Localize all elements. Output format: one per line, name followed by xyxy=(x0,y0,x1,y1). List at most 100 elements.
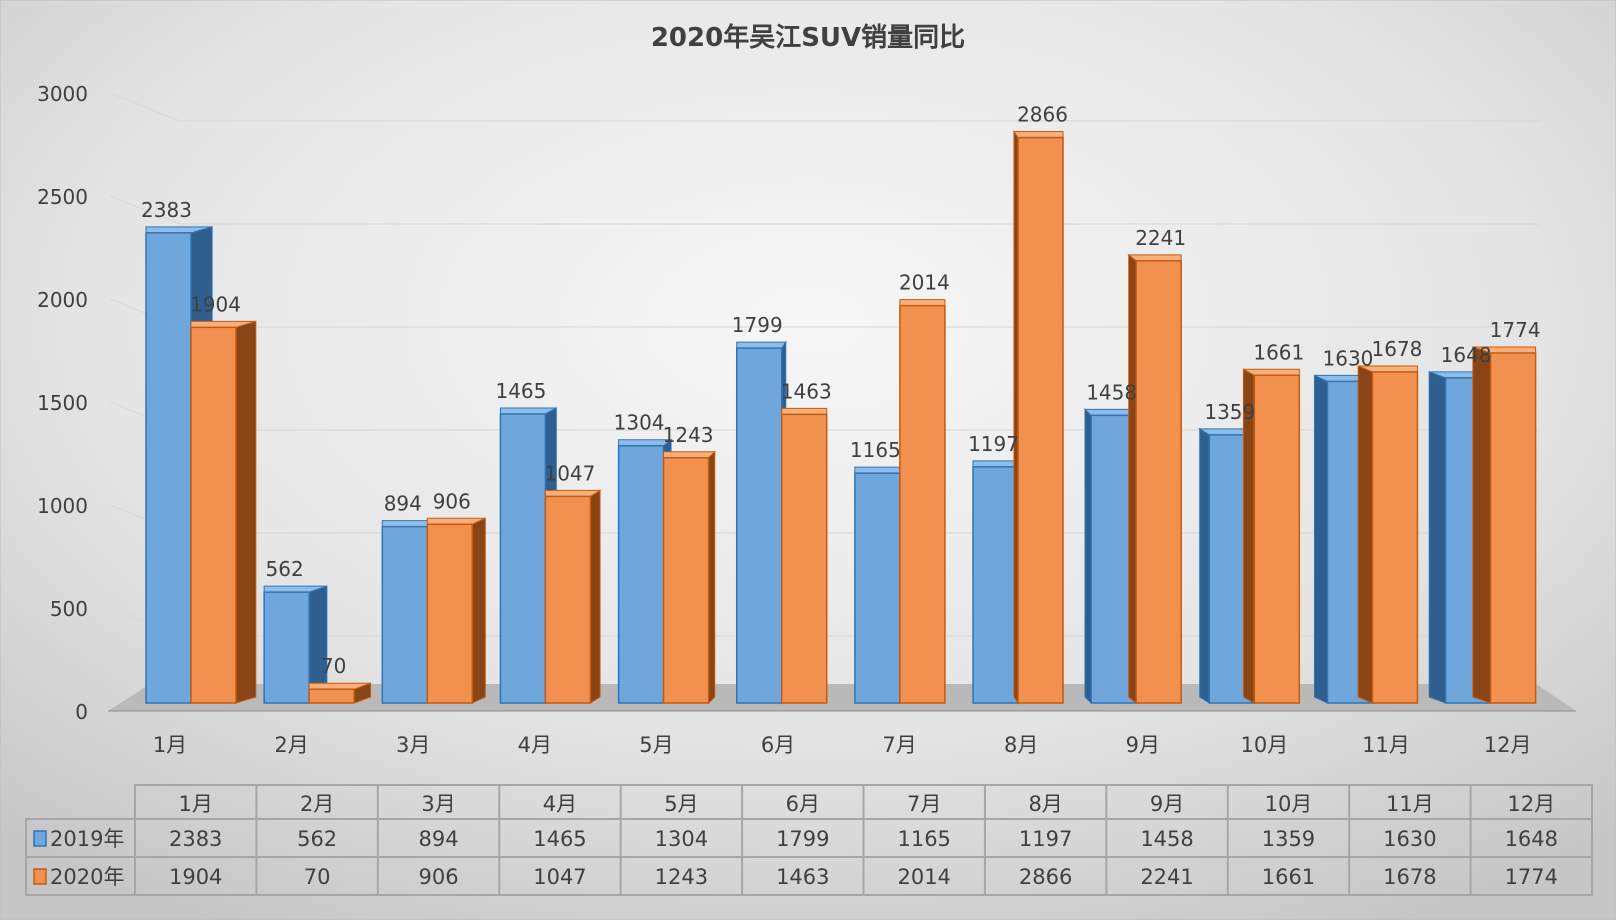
y-tick-label: 2000 xyxy=(37,288,88,312)
data-table-cell: 894 xyxy=(418,827,458,851)
bar-2020年-2月 xyxy=(308,682,372,704)
data-label: 2383 xyxy=(141,198,192,222)
chart-title: 2020年吴江SUV销量同比 xyxy=(651,22,965,53)
bar-front-face xyxy=(735,347,783,704)
data-label: 562 xyxy=(266,557,304,581)
data-label: 1304 xyxy=(614,411,665,435)
data-table-header: 6月 xyxy=(786,792,820,816)
x-tick-label: 4月 xyxy=(518,733,552,757)
data-label: 2866 xyxy=(1017,103,1068,127)
bar-top-face xyxy=(663,451,716,459)
bar-front-face xyxy=(145,232,192,704)
legend-key-2020年-icon xyxy=(33,868,47,885)
data-table-cell: 1047 xyxy=(533,865,586,889)
bar-top-face xyxy=(854,466,901,474)
data-label: 2014 xyxy=(899,271,950,295)
bar-side-face xyxy=(1357,365,1373,704)
bar-side-face xyxy=(235,320,257,704)
bar-top-face xyxy=(736,341,787,349)
data-label: 1630 xyxy=(1323,346,1374,370)
bar-top-face xyxy=(1127,254,1182,262)
data-table-header: 7月 xyxy=(907,792,941,816)
bar-2020年-10月 xyxy=(1242,368,1301,704)
bar-2019年-8月 xyxy=(972,460,1019,704)
data-table-cell: 1630 xyxy=(1383,827,1436,851)
bar-2020年-1月 xyxy=(190,320,257,704)
gridline-diag xyxy=(109,195,181,225)
y-tick-label: 1500 xyxy=(37,391,88,415)
bar-front-face xyxy=(617,444,665,704)
bar-2020年-6月 xyxy=(780,407,828,704)
data-table-cell: 1197 xyxy=(1019,827,1072,851)
bar-front-face xyxy=(499,413,547,704)
data-table-header: 12月 xyxy=(1507,792,1555,816)
data-table-header: 1月 xyxy=(179,792,213,816)
x-tick-label: 11月 xyxy=(1362,733,1410,757)
data-label: 1458 xyxy=(1086,380,1137,404)
bar-2020年-8月 xyxy=(1013,129,1064,705)
data-label: 1678 xyxy=(1372,337,1423,361)
bar-side-face xyxy=(1428,371,1447,704)
gridline-diag xyxy=(109,92,181,122)
data-table-cell: 1465 xyxy=(533,827,586,851)
bar-2019年-2月 xyxy=(263,585,328,704)
bar-front-face xyxy=(780,413,828,704)
data-label: 70 xyxy=(321,654,346,678)
bar-2020年-5月 xyxy=(662,450,716,705)
bar-front-face xyxy=(1489,352,1537,704)
bar-front-face xyxy=(308,688,355,704)
data-label: 1197 xyxy=(968,432,1019,456)
bar-2020年-11月 xyxy=(1357,365,1419,704)
bar-2019年-7月 xyxy=(854,466,901,704)
bar-top-face xyxy=(899,299,946,307)
data-label: 1165 xyxy=(850,438,901,462)
x-tick-label: 7月 xyxy=(882,733,916,757)
data-table-cell: 2014 xyxy=(897,865,950,889)
data-table-cell: 1648 xyxy=(1505,827,1558,851)
bar-side-face xyxy=(708,450,716,705)
data-table-cell: 1304 xyxy=(655,827,708,851)
data-label: 1243 xyxy=(663,423,714,447)
data-table-header: 10月 xyxy=(1265,792,1313,816)
bar-top-face xyxy=(972,460,1019,468)
data-table-cell: 70 xyxy=(304,865,331,889)
x-tick-label: 5月 xyxy=(639,733,673,757)
data-table-cell: 1165 xyxy=(897,827,950,851)
x-tick-label: 1月 xyxy=(153,733,187,757)
data-table-header: 8月 xyxy=(1028,792,1062,816)
bar-front-face xyxy=(1017,136,1064,704)
bar-front-face xyxy=(854,472,901,704)
bar-2019年-6月 xyxy=(735,340,787,705)
data-label: 894 xyxy=(384,492,422,516)
x-tick-label: 12月 xyxy=(1484,733,1532,757)
data-table-header: 11月 xyxy=(1386,792,1434,816)
y-tick-label: 2500 xyxy=(37,185,88,209)
data-table-header: 4月 xyxy=(543,792,577,816)
data-table-series-label: 2019年 xyxy=(50,827,124,851)
data-table-series-label: 2020年 xyxy=(50,865,124,889)
bar-2020年-3月 xyxy=(426,517,486,704)
y-tick-label: 500 xyxy=(50,597,88,621)
data-table-cell: 906 xyxy=(418,865,458,889)
data-label: 1047 xyxy=(544,461,595,485)
data-label: 1661 xyxy=(1253,340,1304,364)
y-tick-label: 3000 xyxy=(37,82,88,106)
data-label: 1799 xyxy=(732,313,783,337)
data-table-cell: 562 xyxy=(297,827,337,851)
bar-front-face xyxy=(263,591,310,704)
y-tick-label: 1000 xyxy=(37,494,88,518)
data-label: 1463 xyxy=(781,379,832,403)
data-label: 1465 xyxy=(495,379,546,403)
bar-top-face xyxy=(1243,368,1300,376)
bar-2020年-12月 xyxy=(1472,346,1537,704)
bar-side-face xyxy=(1084,408,1092,705)
data-table-cell: 1904 xyxy=(169,865,222,889)
bar-2020年-7月 xyxy=(899,299,946,704)
bar-2020年-9月 xyxy=(1127,253,1182,705)
data-table-header: 9月 xyxy=(1150,792,1184,816)
bar-front-face xyxy=(544,495,592,704)
x-tick-label: 6月 xyxy=(761,733,795,757)
bar-front-face xyxy=(1135,260,1182,704)
data-label: 1904 xyxy=(190,292,241,316)
